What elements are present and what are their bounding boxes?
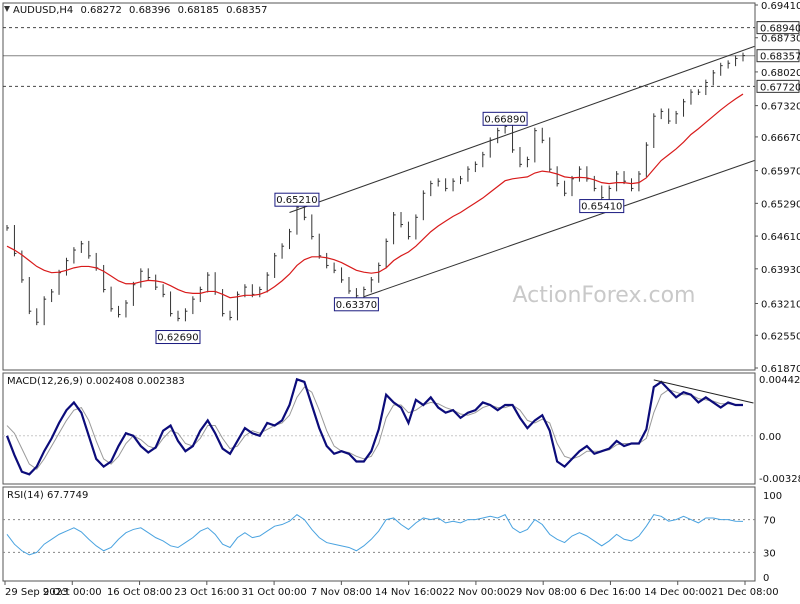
- rsi-y-tick-label: 0: [763, 573, 769, 584]
- price-y-tick-label: 0.63930: [761, 265, 800, 276]
- x-tick-label: 14 Dec 00:00: [644, 587, 711, 598]
- low-value: 0.68185: [178, 5, 219, 16]
- high-value: 0.68396: [129, 5, 170, 16]
- watermark: ActionForex.com: [513, 283, 696, 308]
- rsi-title: RSI(14) 67.7749: [7, 490, 88, 501]
- macd-y-tick-label: 0.004427: [759, 375, 800, 386]
- price-y-tick-label: 0.64610: [761, 232, 800, 243]
- rsi-panel-frame: [2, 486, 756, 582]
- price-y-tick-label: 0.62550: [761, 331, 800, 342]
- macd-title: MACD(12,26,9) 0.002408 0.002383: [7, 376, 185, 387]
- x-tick-label: 29 Sep 2023: [5, 587, 68, 598]
- svg-text:AUDUSD,H4 0.68272: AUDUSD,H4 0.68272 0.68396 0.68185 0.6835…: [13, 5, 267, 16]
- macd-y-tick-label: -0.003288: [759, 474, 800, 485]
- macd-y-tick-label: 0.00: [759, 432, 781, 443]
- price-label-text: 0.65210: [276, 195, 317, 206]
- symbol-label: AUDUSD,H4: [13, 5, 73, 16]
- level-tag-text: 0.68940: [760, 24, 800, 35]
- macd-line: [5, 377, 743, 476]
- price-label-text: 0.65410: [581, 202, 622, 213]
- x-tick-label: 7 Nov 08:00: [311, 587, 372, 598]
- price-label-text: 0.63370: [336, 300, 377, 311]
- open-value: 0.68272: [80, 5, 121, 16]
- level-tag-box: [756, 21, 800, 35]
- rsi-y-tick-label: 100: [763, 491, 782, 502]
- level-tag-text: 0.68357: [760, 52, 800, 63]
- x-tick-label: 14 Nov 16:00: [375, 587, 442, 598]
- rsi-y-tick-label: 70: [763, 516, 776, 527]
- price-label-box: [579, 199, 625, 214]
- price-y-tick-label: 0.65290: [761, 199, 800, 210]
- price-y-tick-label: 0.68730: [761, 34, 800, 45]
- price-label-box: [274, 192, 320, 207]
- price-y-tick-label: 0.61870: [761, 364, 800, 375]
- price-panel-frame: [2, 2, 756, 371]
- level-tag-box: [756, 49, 800, 63]
- level-tag-box: [756, 79, 800, 93]
- x-tick-label: 31 Oct 00:00: [241, 587, 306, 598]
- chart-header: AUDUSD,H4 0.68272 0.68396 0.68185 0.6835…: [4, 5, 267, 16]
- price-y-tick-label: 0.63210: [761, 299, 800, 310]
- level-tag-text: 0.67720: [760, 82, 800, 93]
- channel-lower-line: [363, 160, 755, 298]
- price-label-text: 0.62690: [157, 333, 198, 344]
- price-y-tick-label: 0.68020: [761, 68, 800, 79]
- x-tick-label: 22 Nov 00:00: [442, 587, 509, 598]
- x-tick-label: 16 Oct 08:00: [107, 587, 172, 598]
- price-y-tick-label: 0.69410: [761, 1, 800, 12]
- rsi-line: [6, 514, 744, 556]
- x-tick-label: 21 Dec 08:00: [711, 587, 778, 598]
- price-label-text: 0.66890: [484, 114, 525, 125]
- macd-trendline: [653, 379, 754, 404]
- collapse-triangle-icon: [4, 6, 10, 12]
- close-value: 0.68357: [226, 5, 267, 16]
- x-tick-label: 6 Dec 16:00: [580, 587, 641, 598]
- macd-signal-line: [6, 386, 743, 470]
- x-tick-label: 29 Nov 08:00: [509, 587, 576, 598]
- price-label-box: [333, 297, 379, 312]
- x-tick-label: 9 Oct 00:00: [43, 587, 102, 598]
- macd-panel-frame: [2, 372, 756, 485]
- x-tick-label: 23 Oct 16:00: [174, 587, 239, 598]
- rsi-y-tick-label: 30: [763, 548, 776, 559]
- price-y-tick-label: 0.67320: [761, 102, 800, 113]
- price-label-box: [155, 330, 201, 345]
- price-y-tick-label: 0.66670: [761, 133, 800, 144]
- moving-average-line: [6, 93, 744, 299]
- price-y-tick-label: 0.65970: [761, 167, 800, 178]
- channel-upper-line: [289, 45, 755, 213]
- price-label-box: [482, 111, 528, 126]
